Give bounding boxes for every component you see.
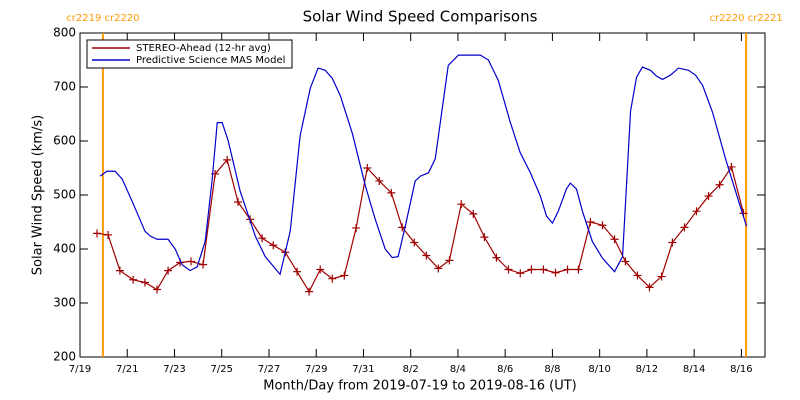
point-marker	[223, 155, 232, 164]
point-marker	[551, 268, 560, 277]
point-marker	[633, 271, 642, 280]
y-tick-label: 700	[53, 80, 76, 94]
point-marker	[153, 285, 162, 294]
point-marker	[469, 209, 478, 218]
point-marker	[539, 265, 548, 274]
series-line	[96, 158, 745, 293]
point-marker	[140, 278, 149, 287]
x-tick-label: 8/12	[636, 364, 658, 375]
y-tick-label: 800	[53, 26, 76, 40]
x-tick-label: 7/25	[210, 364, 232, 375]
point-marker	[293, 267, 302, 276]
point-marker	[480, 233, 489, 242]
y-tick-label: 300	[53, 296, 76, 310]
carrington-label: cr2220 cr2221	[709, 13, 782, 24]
x-tick-label: 7/23	[163, 364, 185, 375]
x-tick-label: 7/27	[258, 364, 280, 375]
legend-label: STEREO-Ahead (12-hr avg)	[136, 43, 271, 54]
point-marker	[410, 238, 419, 247]
x-tick-label: 8/6	[497, 364, 513, 375]
point-marker	[527, 265, 536, 274]
x-tick-label: 7/29	[305, 364, 327, 375]
x-tick-label: 8/4	[450, 364, 466, 375]
chart-title: Solar Wind Speed Comparisons	[303, 8, 538, 26]
x-axis-label: Month/Day from 2019-07-19 to 2019-08-16 …	[263, 379, 576, 394]
point-marker	[668, 238, 677, 247]
point-marker	[258, 234, 267, 243]
point-marker	[645, 283, 654, 292]
point-marker	[586, 218, 595, 226]
y-tick-label: 400	[53, 242, 76, 256]
point-marker	[316, 265, 325, 274]
point-marker	[492, 253, 501, 262]
point-marker	[680, 223, 689, 232]
point-marker	[574, 265, 583, 274]
x-tick-label: 7/19	[69, 364, 91, 375]
point-marker	[457, 200, 466, 209]
point-marker	[305, 287, 314, 296]
y-tick-label: 600	[53, 134, 76, 148]
point-marker	[340, 271, 349, 280]
point-marker	[434, 264, 443, 273]
legend-label: Predictive Science MAS Model	[136, 55, 285, 66]
point-marker	[715, 180, 724, 189]
point-marker	[422, 251, 431, 260]
point-marker	[727, 162, 736, 171]
point-marker	[598, 221, 607, 230]
point-marker	[504, 265, 513, 274]
point-marker	[692, 207, 701, 216]
point-marker	[610, 235, 619, 244]
point-marker	[115, 266, 124, 275]
x-tick-label: 7/21	[116, 364, 138, 375]
x-tick-label: 8/2	[403, 364, 419, 375]
x-tick-label: 8/14	[683, 364, 705, 375]
point-marker	[387, 188, 396, 197]
point-marker	[375, 176, 384, 185]
point-marker	[704, 192, 713, 201]
y-axis-label: Solar Wind Speed (km/s)	[31, 115, 46, 275]
carrington-label: cr2219 cr2220	[66, 13, 139, 24]
point-marker	[199, 260, 208, 269]
point-marker	[563, 265, 572, 274]
x-tick-label: 8/8	[544, 364, 560, 375]
legend-box	[86, 39, 293, 69]
y-tick-label: 500	[53, 188, 76, 202]
point-marker	[269, 241, 278, 250]
point-marker	[352, 223, 361, 232]
point-marker	[104, 230, 113, 239]
x-tick-label: 8/16	[730, 364, 752, 375]
point-marker	[363, 164, 372, 172]
y-tick-label: 200	[53, 350, 76, 364]
x-tick-label: 8/10	[588, 364, 610, 375]
point-marker	[657, 272, 666, 281]
point-marker	[621, 257, 630, 266]
point-marker	[328, 274, 337, 283]
point-marker	[93, 229, 102, 238]
x-tick-label: 7/31	[352, 364, 374, 375]
point-marker	[445, 256, 454, 265]
point-marker	[516, 269, 525, 278]
series-line	[99, 54, 748, 276]
point-marker	[187, 257, 196, 266]
point-marker	[234, 198, 243, 207]
point-marker	[164, 266, 173, 275]
point-marker	[129, 275, 138, 284]
